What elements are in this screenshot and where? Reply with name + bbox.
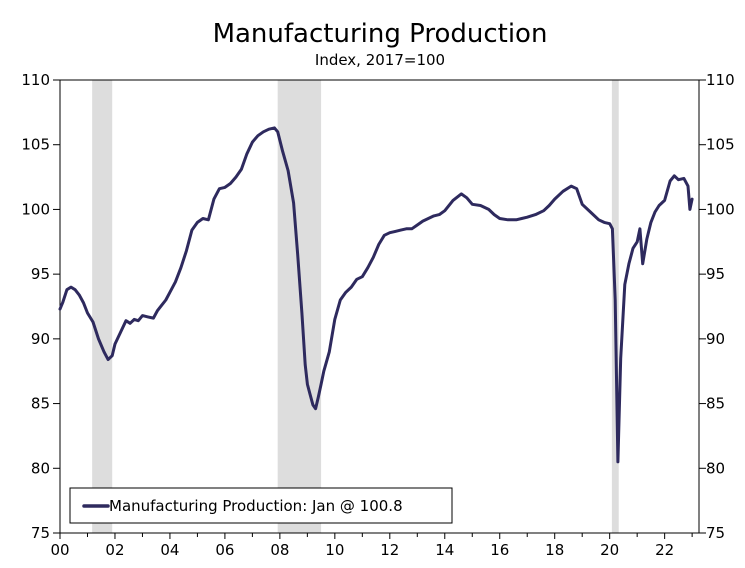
plot-frame (59, 79, 700, 534)
y-tick-label-right-90: 90 (706, 330, 725, 348)
x-tick-label-22: 22 (655, 541, 674, 559)
x-tick-label-04: 04 (160, 541, 179, 559)
y-tick-label-right-110: 110 (706, 71, 735, 89)
chart-subtitle: Index, 2017=100 (315, 51, 445, 69)
x-tick-label-18: 18 (545, 541, 564, 559)
y-tick-label-left-85: 85 (31, 395, 50, 413)
x-tick-label-20: 20 (600, 541, 619, 559)
recession-shading (92, 80, 619, 533)
y-tick-label-right-105: 105 (706, 136, 735, 154)
series-layer (58, 126, 694, 464)
y-tick-label-left-80: 80 (31, 459, 50, 477)
y-tick-label-left-105: 105 (21, 136, 50, 154)
axis-ticks (53, 79, 706, 539)
y-tick-label-left-110: 110 (21, 71, 50, 89)
y-tick-label-right-75: 75 (706, 524, 725, 542)
recession-band-1 (277, 80, 322, 533)
y-tick-label-left-100: 100 (21, 200, 50, 218)
y-tick-label-right-80: 80 (706, 459, 725, 477)
axis-tick-labels: 75 75 80 80 85 85 90 90 95 95 100 100 105 105 110 110 00… (21, 71, 734, 559)
y-tick-label-right-95: 95 (706, 265, 725, 283)
x-tick-label-10: 10 (325, 541, 344, 559)
x-tick-label-08: 08 (270, 541, 289, 559)
y-tick-label-left-95: 95 (31, 265, 50, 283)
series-line-0 (58, 126, 694, 464)
y-tick-label-left-75: 75 (31, 524, 50, 542)
y-tick-label-right-100: 100 (706, 200, 735, 218)
legend: Manufacturing Production: Jan @ 100.8 (69, 487, 453, 524)
chart-title: Manufacturing Production (213, 19, 548, 49)
x-tick-label-14: 14 (435, 541, 454, 559)
x-tick-label-12: 12 (380, 541, 399, 559)
x-tick-label-16: 16 (490, 541, 509, 559)
x-tick-label-06: 06 (215, 541, 234, 559)
legend-box (69, 487, 453, 524)
legend-label: Manufacturing Production: Jan @ 100.8 (109, 497, 403, 515)
x-tick-label-02: 02 (105, 541, 124, 559)
y-tick-label-left-90: 90 (31, 330, 50, 348)
recession-band-0 (92, 80, 113, 533)
y-tick-label-right-85: 85 (706, 395, 725, 413)
x-tick-label-00: 00 (50, 541, 69, 559)
